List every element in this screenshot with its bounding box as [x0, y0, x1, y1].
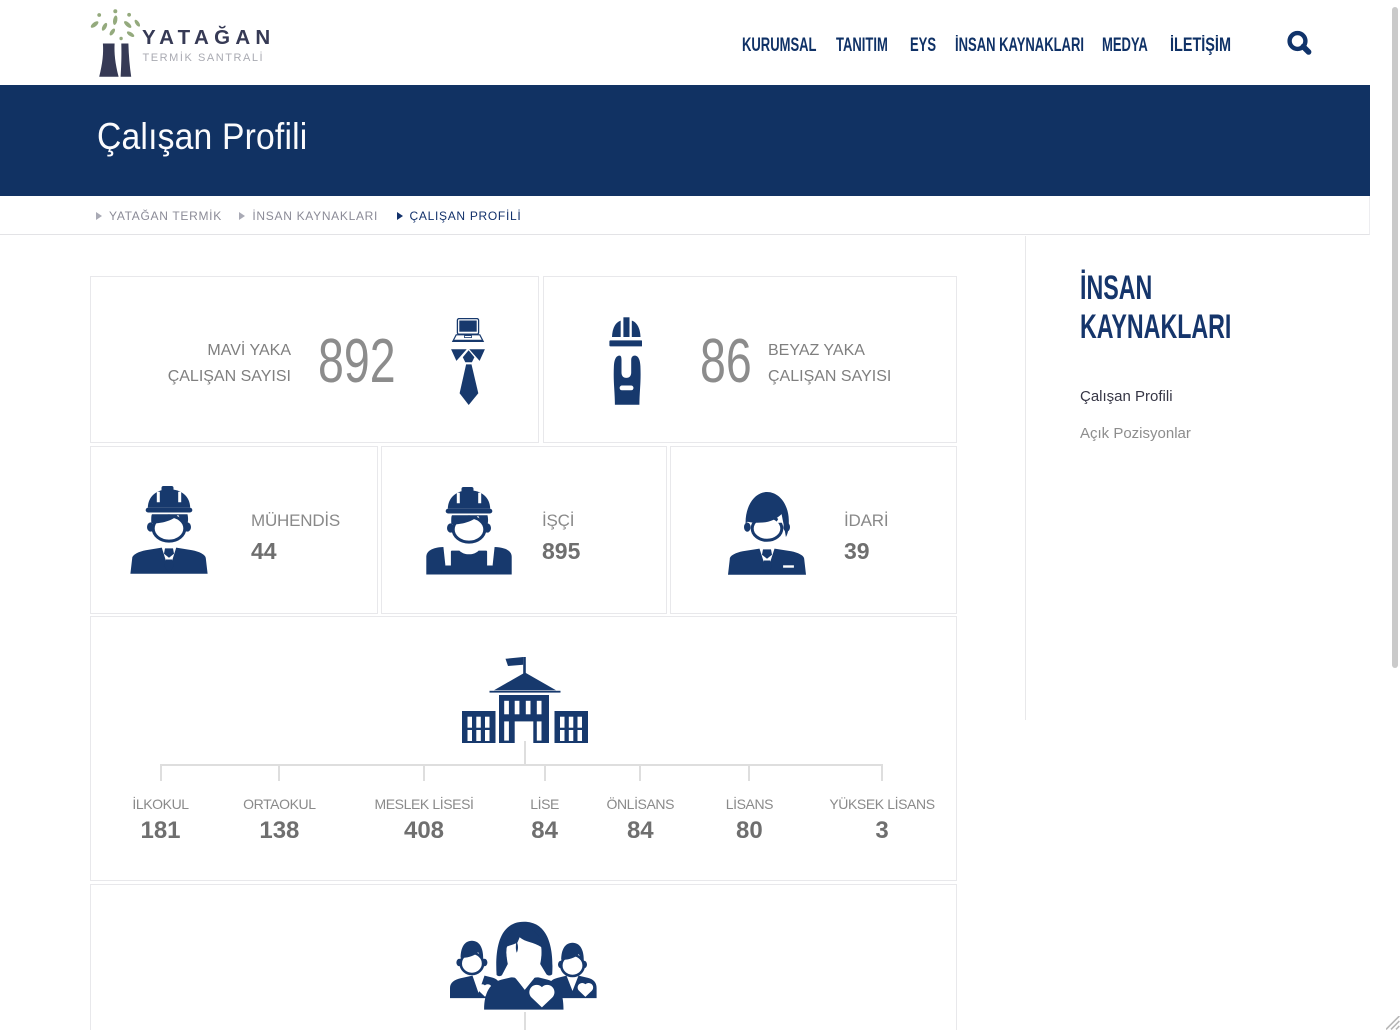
svg-text:TERMİK SANTRALİ: TERMİK SANTRALİ — [143, 51, 265, 64]
svg-text:YATAĞAN: YATAĞAN — [142, 25, 276, 49]
